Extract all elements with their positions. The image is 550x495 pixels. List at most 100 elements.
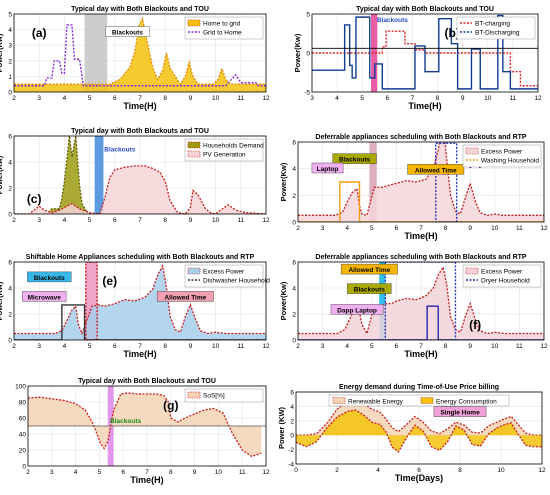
- x-tick-label: 8: [163, 95, 167, 102]
- chart-title: Typical day with Both Blackouts and TOU: [71, 128, 209, 135]
- annotation-badge: [347, 283, 392, 294]
- annotation-label: Allowed Time: [415, 167, 457, 174]
- x-tick-label: 5: [88, 217, 92, 224]
- annotation-badge: [433, 406, 487, 417]
- y-axis-label: Power(Kw): [0, 281, 4, 320]
- x-tick-label: 5: [360, 95, 364, 102]
- legend-label: Dryer Household: [481, 278, 530, 285]
- y-tick-label: 0: [8, 212, 12, 219]
- annotation-label: Blackouts: [339, 157, 370, 164]
- chart-title: Energy demand during Time-of-Use Price b…: [339, 384, 499, 391]
- series-line: [296, 409, 542, 453]
- x-axis-label: Time(H): [130, 475, 163, 485]
- x-tick-label: 2: [12, 343, 16, 350]
- annotation-badge: [311, 162, 344, 174]
- legend-label: Energy Consumption: [436, 399, 497, 406]
- series-area: [28, 393, 262, 457]
- y-tick-label: -4: [288, 462, 294, 469]
- y-axis-label: Power(Kw): [293, 33, 302, 72]
- x-axis-label: Time(H): [123, 101, 156, 111]
- blackout-region: [94, 136, 104, 214]
- x-tick-label: 12: [538, 467, 546, 474]
- x-tick-label: 12: [262, 343, 270, 350]
- axes-frame: [311, 13, 539, 93]
- series-line: [14, 263, 266, 336]
- x-tick-label: 3: [310, 95, 314, 102]
- legend: Households Demand PV Generation: [184, 138, 264, 162]
- panel-label: (a): [32, 26, 47, 40]
- x-tick-label: 12: [262, 95, 270, 102]
- x-tick-label: 8: [444, 343, 448, 350]
- legend-swatch: [187, 150, 201, 158]
- legend-swatch: [465, 147, 479, 155]
- x-axis-label: Time(Days): [395, 473, 443, 483]
- legend: Excess Power Dishwasher Household: [184, 264, 270, 288]
- x-tick-label: 11: [510, 95, 517, 102]
- legend-label: Excess Power: [203, 269, 245, 276]
- x-tick-label: 2: [26, 469, 30, 476]
- x-tick-label: 7: [138, 217, 142, 224]
- y-tick-label: 60: [19, 416, 27, 423]
- y-tick-label: 4: [292, 166, 296, 173]
- y-tick-label: -5: [304, 90, 310, 97]
- x-tick-label: 8: [163, 343, 167, 350]
- x-tick-label: 10: [484, 95, 492, 102]
- x-tick-label: 5: [98, 469, 102, 476]
- panel-label: (e): [102, 274, 117, 288]
- x-tick-label: 9: [468, 343, 472, 350]
- x-tick-label: 6: [395, 343, 399, 350]
- x-tick-label: 6: [386, 95, 390, 102]
- series-line: [14, 304, 266, 340]
- x-tick-label: 4: [345, 343, 349, 350]
- series-line: [14, 24, 266, 87]
- x-tick-label: 9: [189, 343, 193, 350]
- plot-area: [312, 14, 538, 92]
- annotation-label: Microwave: [28, 294, 62, 301]
- y-axis-label: Power(Kw): [0, 155, 4, 194]
- legend: BT-charging BT-Discharging: [456, 16, 536, 40]
- annotation-label: Blackouts: [104, 146, 135, 153]
- legend-label: Home to grid: [203, 21, 241, 28]
- axes-frame: [27, 385, 267, 467]
- x-tick-label: 11: [516, 343, 523, 350]
- x-axis-label: Time(H): [123, 349, 156, 359]
- y-tick-label: 2: [292, 193, 296, 200]
- panel-label: (f): [469, 318, 481, 332]
- x-axis-label: Time(H): [404, 231, 437, 241]
- legend-swatch: [332, 397, 346, 404]
- y-tick-label: 6: [290, 390, 294, 397]
- plot-area: [296, 392, 542, 464]
- x-tick-label: 3: [50, 469, 54, 476]
- legend-swatch: [420, 397, 434, 404]
- legend: Excess Power Dryer Household: [462, 264, 542, 288]
- chart-panel-g: 2 3 4 5 6 7 8 9 10 11 12 0 20 40 60 80 100 Typical day wi…: [15, 378, 270, 485]
- y-tick-label: 2: [8, 312, 12, 319]
- series-area: [296, 410, 542, 452]
- chart-title: Typical day with Both Blackouts and TOU: [78, 378, 216, 385]
- x-tick-label: 6: [113, 217, 117, 224]
- y-tick-label: 0: [8, 338, 12, 345]
- legend: Excess Power Washing Household: [462, 144, 542, 168]
- annotation-label: Blackouts: [377, 17, 408, 24]
- y-tick-label: 2: [8, 186, 12, 193]
- legend-box: [462, 264, 542, 288]
- legend-label: BT-charging: [475, 21, 510, 28]
- legend-box: [184, 264, 264, 288]
- series-area: [14, 265, 266, 340]
- blackout-region: [84, 14, 108, 92]
- x-tick-label: 9: [189, 217, 193, 224]
- x-tick-label: 10: [497, 467, 505, 474]
- annotation-badge: [156, 291, 214, 302]
- chart-panel-h: 0 2 4 6 8 10 12 -4 -2 0 2 4 6 Energy demand during Ti…: [277, 384, 546, 483]
- y-tick-label: 5: [8, 12, 12, 19]
- y-tick-label: -2: [288, 447, 294, 454]
- x-tick-label: 3: [321, 225, 325, 232]
- y-tick-label: 5: [306, 12, 310, 19]
- axes-frame: [297, 141, 545, 223]
- legend-label: Excess Power: [481, 149, 523, 156]
- x-tick-label: 4: [345, 225, 349, 232]
- y-axis-label: Power(Kw): [279, 281, 288, 320]
